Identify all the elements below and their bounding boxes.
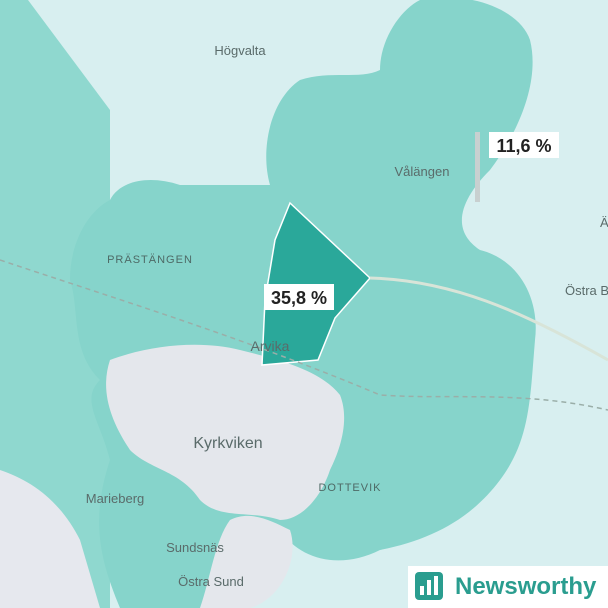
place-label: Arvika [251, 338, 290, 354]
place-label: Kyrkviken [193, 435, 262, 452]
logo-icon [434, 576, 438, 595]
water [106, 344, 345, 520]
airstrip [475, 132, 480, 202]
place-label: Ä [600, 215, 608, 230]
road [369, 276, 608, 362]
logo-icon [420, 586, 424, 595]
water [0, 470, 100, 608]
west-region [0, 0, 110, 608]
place-label: Högvalta [214, 43, 266, 58]
place-label: Vålängen [395, 164, 450, 179]
area-value: 11,6 % [496, 136, 551, 156]
label-box [489, 132, 559, 158]
area-value: 35,8 % [271, 288, 327, 308]
place-label: Sundsnäs [166, 540, 224, 555]
place-label: PRÄSTÄNGEN [107, 254, 193, 266]
railway [0, 259, 608, 411]
water [200, 515, 293, 608]
place-label: Östra B [565, 283, 608, 298]
logo-text: Newsworthy [455, 573, 597, 600]
place-label: Östra Sund [178, 574, 244, 589]
logo-icon [427, 580, 431, 595]
label-box [264, 284, 334, 310]
place-label: DOTTEVIK [318, 482, 381, 494]
place-label: Marieberg [86, 491, 145, 506]
